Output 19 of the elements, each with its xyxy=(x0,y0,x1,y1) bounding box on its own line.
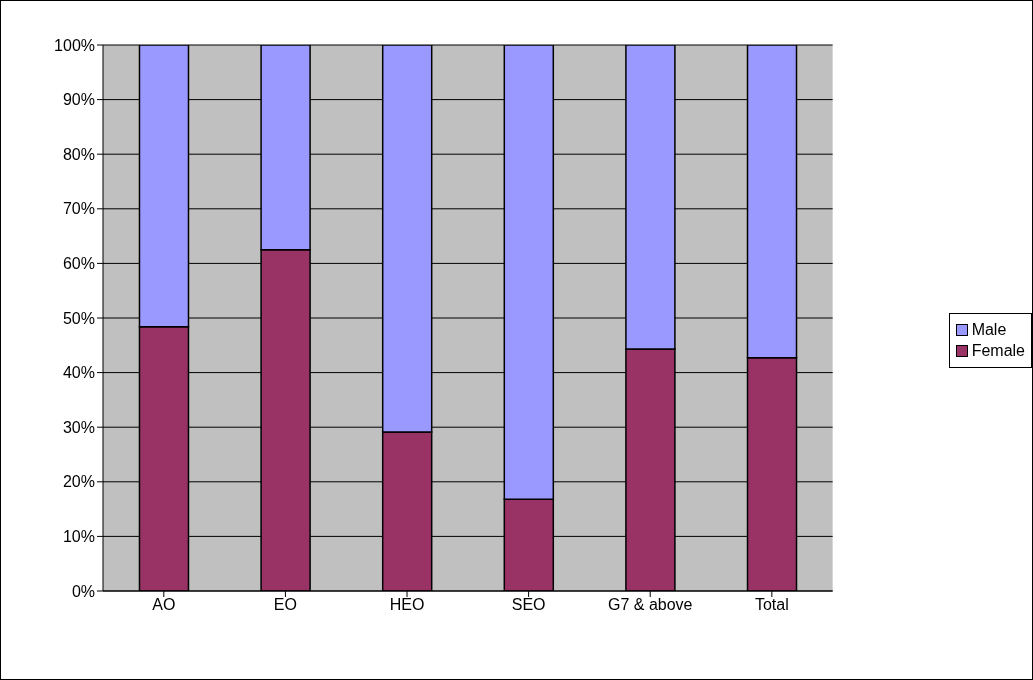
y-tick-label: 100% xyxy=(54,36,95,54)
y-tick-label: 0% xyxy=(71,582,95,600)
y-tick-label: 80% xyxy=(62,145,95,163)
x-tick-label: G7 & above xyxy=(607,596,693,614)
y-tick-label: 30% xyxy=(62,418,95,436)
legend-label: Male xyxy=(971,320,1007,339)
y-tick-label: 50% xyxy=(62,309,95,327)
x-tick-label: EO xyxy=(273,596,297,614)
y-tick-label: 60% xyxy=(62,255,95,273)
y-tick-label: 70% xyxy=(62,200,95,218)
x-tick-label: AO xyxy=(152,596,176,614)
legend-label: Female xyxy=(971,341,1025,360)
x-tick-label: HEO xyxy=(389,596,425,614)
y-tick-label: 20% xyxy=(62,473,95,491)
y-tick-label: 10% xyxy=(62,528,95,546)
y-tick-label: 90% xyxy=(62,91,95,109)
y-tick-label: 40% xyxy=(62,364,95,382)
x-tick-label: Total xyxy=(754,596,789,614)
x-tick-label: SEO xyxy=(511,596,546,614)
